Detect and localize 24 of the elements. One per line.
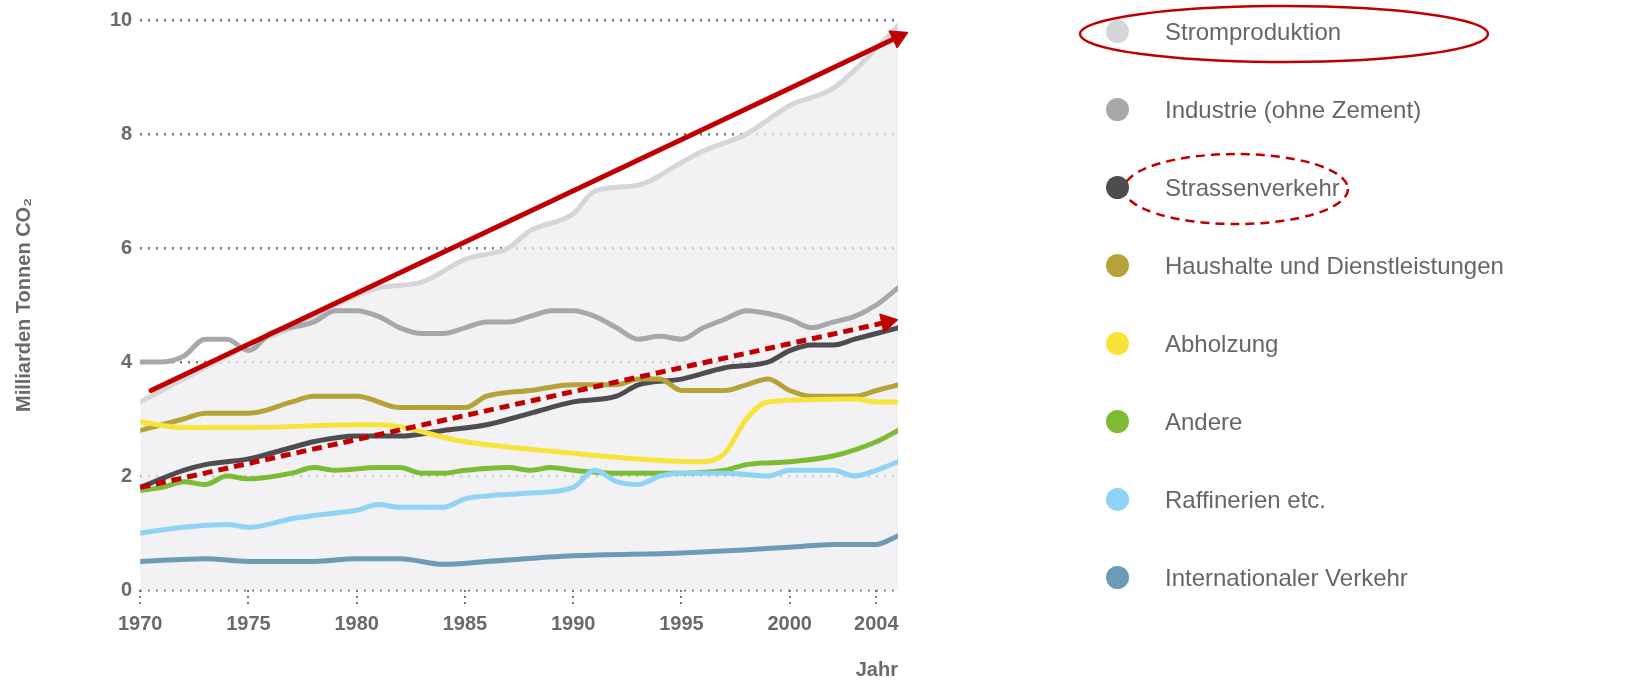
x-tick-label: 1995 bbox=[659, 611, 704, 634]
x-tick-label: 1970 bbox=[118, 611, 163, 634]
x-tick-label: 1980 bbox=[334, 611, 379, 634]
y-tick-label: 0 bbox=[121, 577, 133, 600]
x-tick-label: 1990 bbox=[551, 611, 596, 634]
y-tick-label: 8 bbox=[121, 121, 133, 144]
x-tick-label: 2000 bbox=[767, 611, 812, 634]
y-tick-label: 10 bbox=[110, 7, 133, 30]
y-axis-title: Milliarden Tonnen CO₂ bbox=[11, 197, 34, 413]
legend-label: Stromproduktion bbox=[1165, 17, 1342, 47]
legend-label: Andere bbox=[1165, 407, 1243, 437]
y-tick-label: 6 bbox=[121, 235, 133, 258]
legend-label: Raffinerien etc. bbox=[1165, 485, 1326, 515]
legend-label: Haushalte und Dienstleistungen bbox=[1165, 251, 1504, 281]
x-tick-label: 1985 bbox=[442, 611, 488, 634]
y-tick-label: 4 bbox=[121, 349, 134, 372]
y-tick-label: 2 bbox=[121, 463, 133, 486]
legend-label: Industrie (ohne Zement) bbox=[1165, 95, 1422, 125]
legend-label: Strassenverkehr bbox=[1165, 173, 1340, 203]
legend-label: Internationaler Verkehr bbox=[1165, 563, 1408, 593]
x-tick-label: 2004 bbox=[854, 611, 900, 634]
x-axis-title: Jahr bbox=[855, 657, 899, 680]
x-tick-label: 1975 bbox=[226, 611, 271, 634]
legend-label: Abholzung bbox=[1165, 329, 1279, 359]
